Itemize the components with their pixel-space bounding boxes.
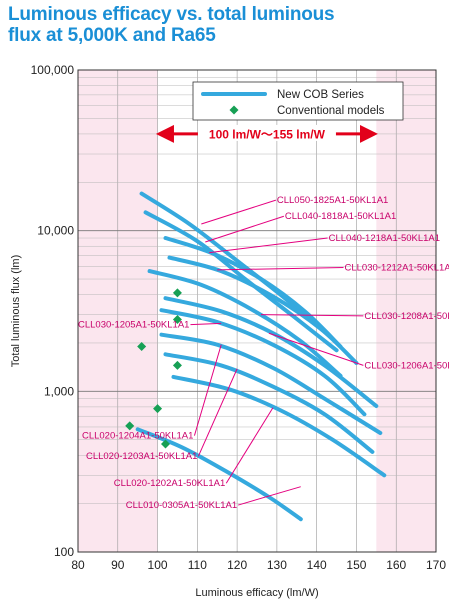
series-labels: CLL050-1825A1-50KL1A1 CLL040-1818A1-50KL1… <box>78 195 449 511</box>
series-label-cll020-1204a1-50kl1a1: CLL020-1204A1-50KL1A1 <box>82 431 193 442</box>
x-axis-label: Luminous efficacy (lm/W) <box>195 587 318 599</box>
conventional-point-6 <box>125 421 135 431</box>
series-line-cll030-1206a1-50kl1a1 <box>163 296 379 408</box>
leader-line-cll030-1208a1-50kl1a1 <box>260 314 364 317</box>
legend-label-conventional-models: Conventional models <box>277 105 385 117</box>
x-tick-90: 90 <box>111 558 125 572</box>
y-tick-100: 100 <box>54 545 74 559</box>
series-label-cll020-1203a1-50kl1a1: CLL020-1203A1-50KL1A1 <box>86 451 197 462</box>
series-label-cll040-1218a1-50kl1a1: CLL040-1218A1-50KL1A1 <box>329 233 440 244</box>
axis-ticks: 80 90 100 110 120 130 140 150 160 170 100 1,000 10,0… <box>31 63 447 572</box>
leader-line-cll020-1203a1-50kl1a1 <box>197 368 238 457</box>
y-tick-10-000: 10,000 <box>37 224 74 238</box>
x-tick-150: 150 <box>346 558 366 572</box>
chart-title: Luminous efficacy vs. total luminous flu… <box>8 4 448 46</box>
shaded-region-2 <box>376 70 436 552</box>
conventional-point-7 <box>161 439 171 449</box>
series-line-cll020-1204a1-50kl1a1 <box>159 332 383 435</box>
range-label-bg <box>197 124 336 141</box>
series-line-cll030-1205a1-50kl1a1 <box>159 308 367 417</box>
leader-line-cll010-0305a1-50kl1a1 <box>238 486 301 506</box>
leader-line-cll030-1212a1-50kl1a1 <box>217 266 344 271</box>
series-label-cll040-1818a1-50kl1a1: CLL040-1818A1-50KL1A1 <box>285 211 396 222</box>
legend-swatch-conventional-models <box>229 105 239 115</box>
conventional-point-1 <box>172 288 182 298</box>
leader-line-cll020-1204a1-50kl1a1 <box>193 344 222 436</box>
series-label-cll030-1206a1-50kl1a1: CLL030-1206A1-50KL1A1 <box>364 360 449 371</box>
series-label-cll050-1825a1-50kl1a1: CLL050-1825A1-50KL1A1 <box>277 195 388 206</box>
legend-label-new-cob-series: New COB Series <box>277 89 364 101</box>
series-line-cll050-1825a1-50kl1a1 <box>139 191 327 334</box>
conventional-markers <box>125 288 182 449</box>
series-label-cll030-1212a1-50kl1a1: CLL030-1212A1-50KL1A1 <box>345 262 449 273</box>
series-line-cll030-1212a1-50kl1a1 <box>167 255 359 365</box>
leader-line-cll030-1205a1-50kl1a1 <box>190 322 222 326</box>
efficacy-range-annotation: 100 lm/W〜155 lm/W <box>155 124 378 143</box>
x-tick-140: 140 <box>307 558 327 572</box>
x-tick-100: 100 <box>148 558 168 572</box>
x-tick-80: 80 <box>71 558 85 572</box>
series-line-cll040-1818a1-50kl1a1 <box>143 210 339 353</box>
conventional-point-3 <box>137 342 147 352</box>
range-label: 100 lm/W〜155 lm/W <box>209 127 326 141</box>
series-line-cll020-1202a1-50kl1a1 <box>171 374 387 478</box>
leader-line-cll030-1206a1-50kl1a1 <box>268 332 364 366</box>
legend: New COB Series Conventional models <box>192 81 404 121</box>
series-label-cll010-0305a1-50kl1a1: CLL010-0305A1-50KL1A1 <box>126 500 237 511</box>
series-label-cll030-1208a1-50kl1a1: CLL030-1208A1-50KL1A1 <box>364 311 449 322</box>
conventional-point-2 <box>172 314 182 324</box>
chart-title-line-2: flux at 5,000K and Ra65 <box>8 25 216 46</box>
series-lines <box>135 191 387 522</box>
plot-frame <box>77 69 437 553</box>
x-tick-120: 120 <box>227 558 247 572</box>
x-tick-160: 160 <box>386 558 406 572</box>
series-line-cll040-1218a1-50kl1a1 <box>163 236 343 349</box>
y-tick-100-000: 100,000 <box>31 63 75 77</box>
y-tick-1-000: 1,000 <box>44 384 74 398</box>
series-line-cll020-1203a1-50kl1a1 <box>163 352 375 454</box>
chart-title-line-1: Luminous efficacy vs. total luminous <box>8 4 335 25</box>
leader-line-cll050-1825a1-50kl1a1 <box>201 199 277 225</box>
series-label-cll030-1205a1-50kl1a1: CLL030-1205A1-50KL1A1 <box>78 320 189 331</box>
conventional-point-5 <box>153 404 163 414</box>
series-line-cll010-0305a1-50kl1a1 <box>135 427 303 522</box>
series-line-cll030-1208a1-50kl1a1 <box>147 269 343 378</box>
series-label-cll020-1202a1-50kl1a1: CLL020-1202A1-50KL1A1 <box>114 478 225 489</box>
leader-line-cll040-1218a1-50kl1a1 <box>209 237 328 254</box>
conventional-point-4 <box>172 360 182 370</box>
x-tick-130: 130 <box>267 558 287 572</box>
x-tick-110: 110 <box>188 558 207 572</box>
leader-line-cll040-1818a1-50kl1a1 <box>205 215 285 243</box>
y-axis-label: Total luminous flux (lm) <box>10 255 22 367</box>
leader-line-cll020-1202a1-50kl1a1 <box>225 407 274 484</box>
x-tick-170: 170 <box>426 558 446 572</box>
legend-box <box>192 81 404 121</box>
